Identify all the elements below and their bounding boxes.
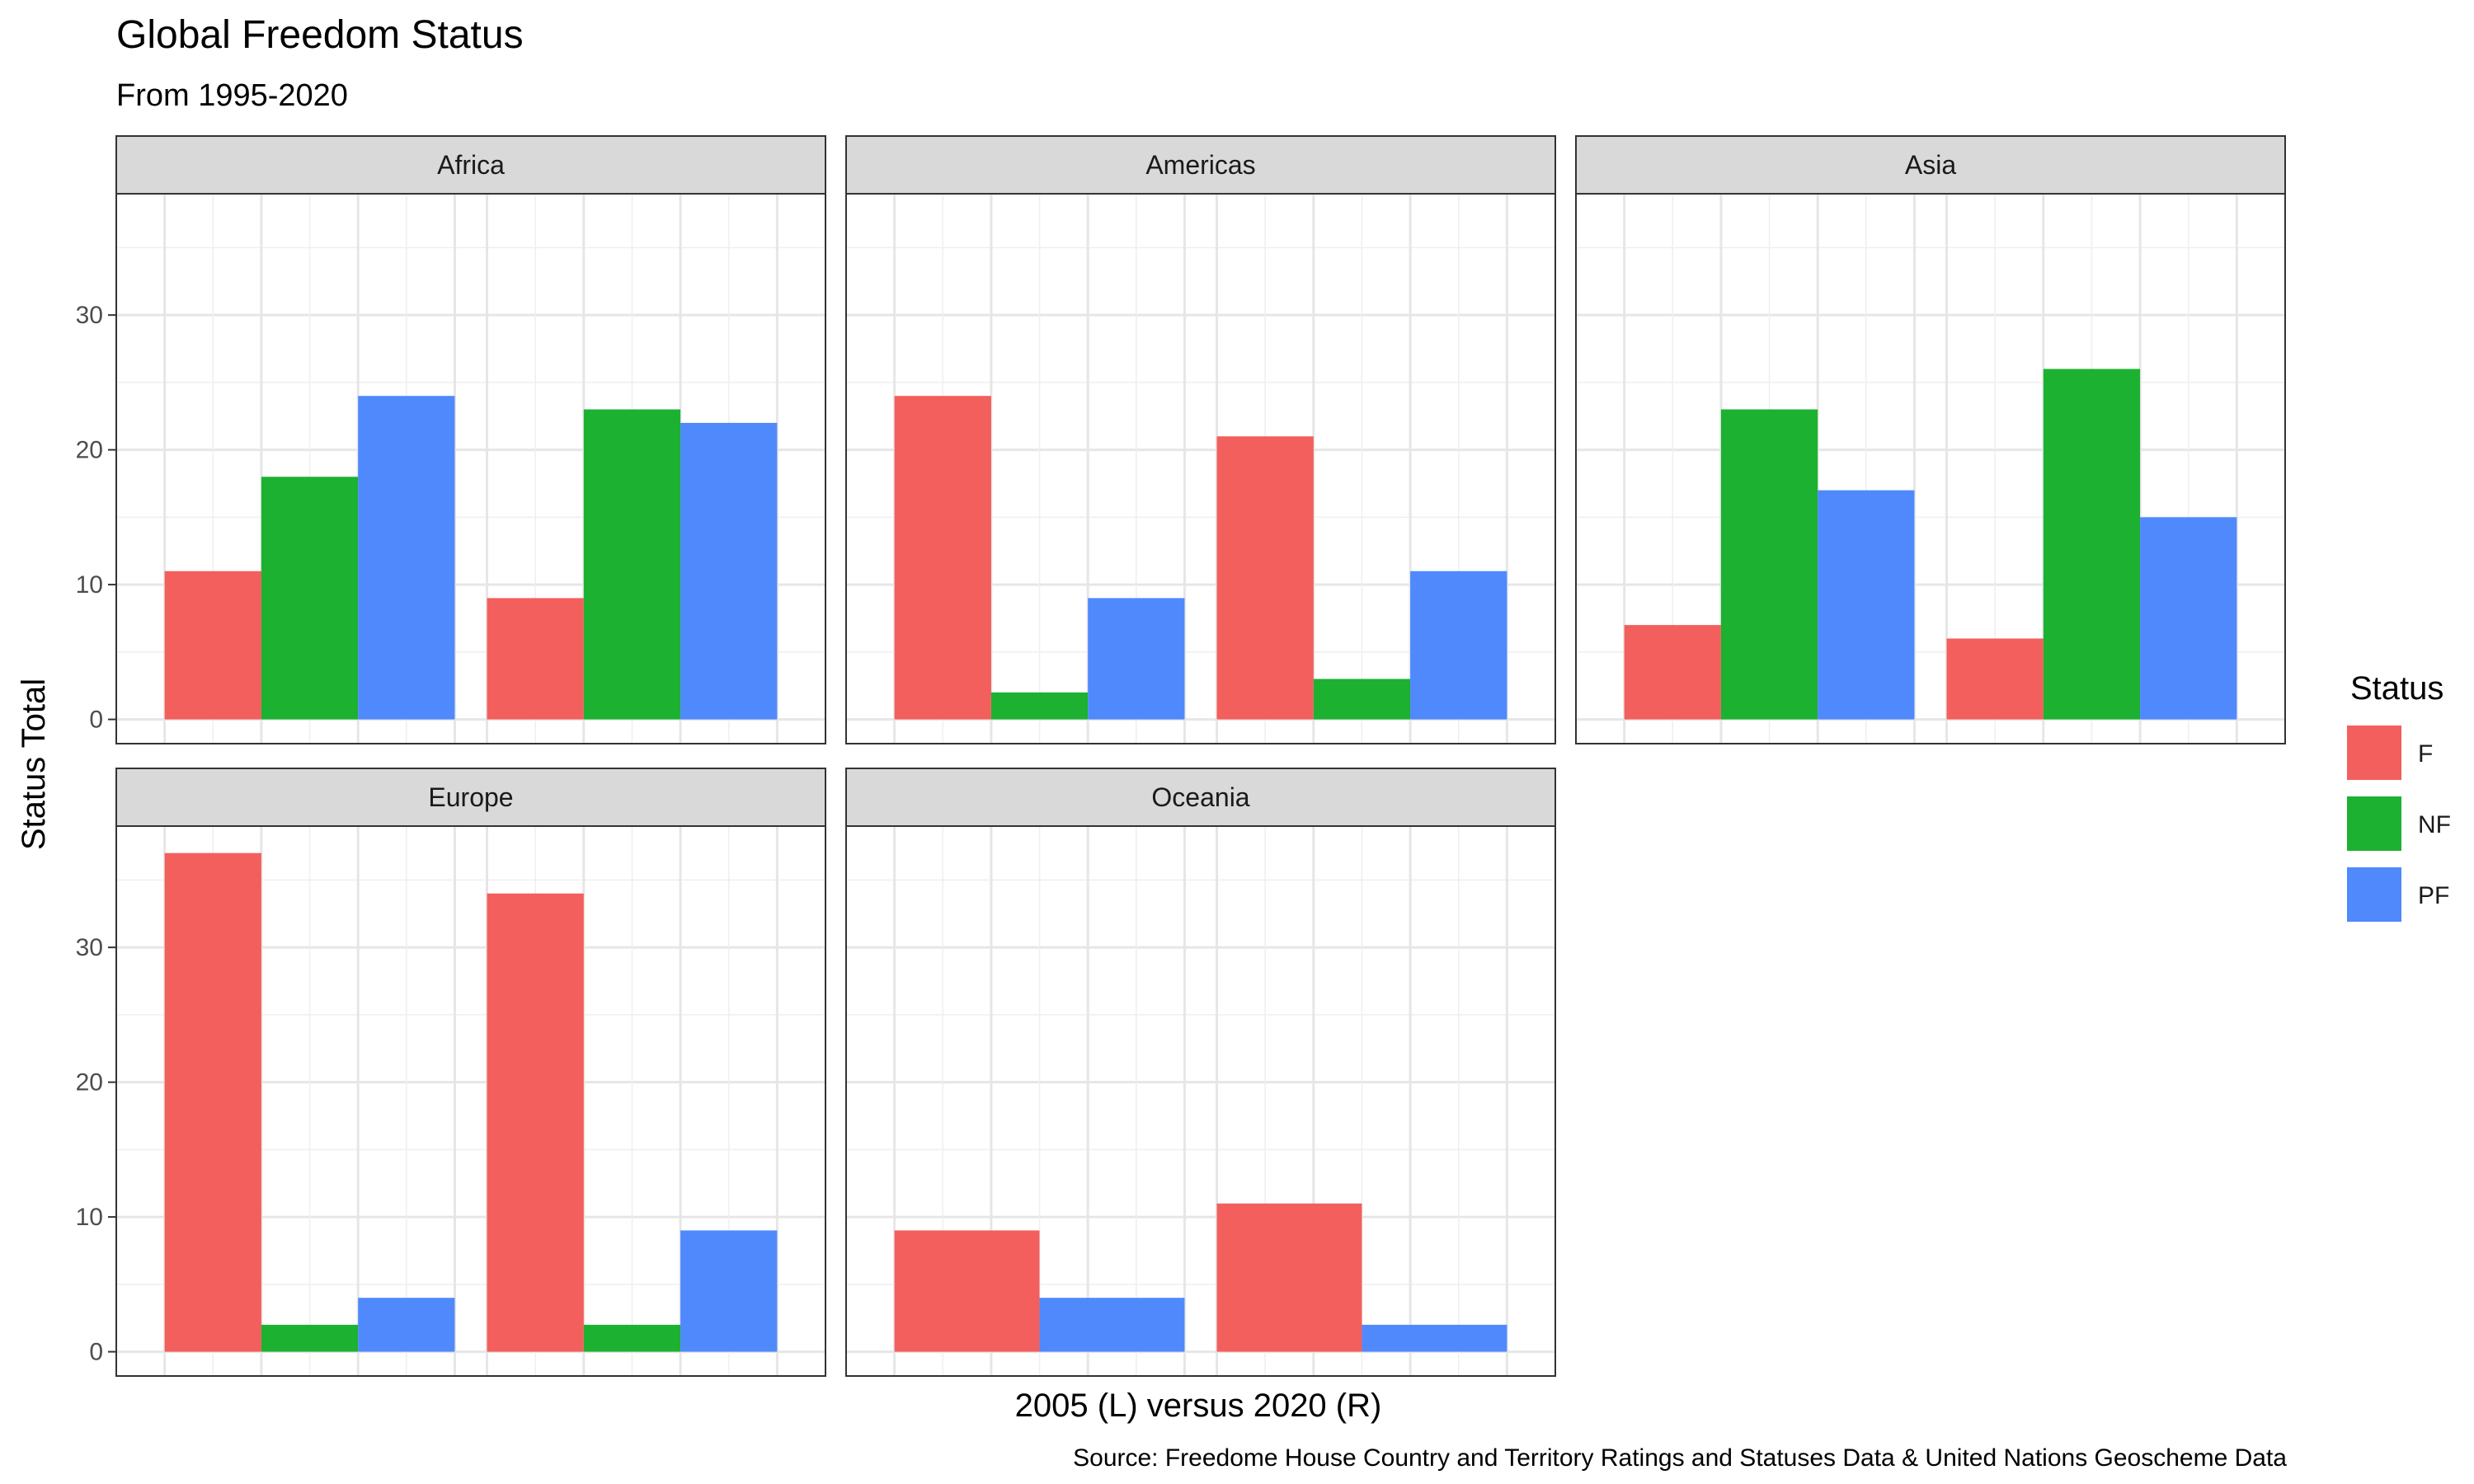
bar-asia-2020-f	[1946, 638, 2044, 720]
bars	[894, 1203, 1507, 1352]
legend-items: F NF PF	[2347, 726, 2451, 922]
facet-strip	[845, 135, 1556, 195]
bar-oceania-2020-f	[1216, 1203, 1362, 1352]
bar-africa-2020-f	[487, 598, 584, 720]
bar-asia-2020-pf	[2140, 517, 2237, 720]
facet-label-asia: Asia	[1905, 150, 1956, 180]
y-tick-label: 10	[76, 571, 103, 599]
bars	[164, 852, 778, 1352]
facet-strip	[1575, 135, 2286, 195]
y-axis-title: Status Total	[16, 679, 52, 850]
bar-oceania-2005-pf	[1039, 1298, 1185, 1352]
panel-border	[1575, 193, 2286, 744]
y-axis: 0 10 20 30	[76, 302, 116, 734]
bar-europe-2020-pf	[680, 1230, 778, 1352]
panel-border	[845, 193, 1556, 744]
legend-key-nf	[2347, 796, 2401, 851]
chart-title: Global Freedom Status	[116, 13, 524, 57]
legend-key-pf	[2347, 867, 2401, 922]
panel-border	[115, 825, 826, 1377]
facet-label-europe: Europe	[428, 782, 513, 812]
bar-asia-2005-pf	[1818, 490, 1915, 720]
bar-europe-2005-pf	[358, 1298, 455, 1352]
y-tick-label: 30	[76, 934, 103, 961]
legend-key-f	[2347, 726, 2401, 780]
y-tick-label: 0	[89, 1339, 103, 1366]
bar-oceania-2005-f	[894, 1230, 1040, 1352]
y-tick-label: 20	[76, 437, 103, 464]
bars	[164, 396, 778, 720]
legend-label-pf: PF	[2418, 882, 2449, 909]
bar-africa-2020-pf	[680, 422, 778, 720]
facet-oceania: Oceania	[845, 768, 1556, 1377]
bar-europe-2020-f	[487, 893, 584, 1352]
y-tick-label: 30	[76, 302, 103, 329]
bar-americas-2020-f	[1216, 436, 1314, 720]
bar-asia-2020-nf	[2043, 369, 2141, 720]
facet-strip	[115, 768, 826, 827]
facet-label-africa: Africa	[437, 150, 505, 180]
bars	[1624, 369, 2237, 720]
bar-asia-2005-nf	[1720, 409, 1818, 720]
y-tick-label: 10	[76, 1204, 103, 1231]
facet-label-americas: Americas	[1145, 150, 1255, 180]
bar-europe-2005-f	[164, 852, 261, 1352]
facet-strip	[845, 768, 1556, 827]
y-tick-label: 0	[89, 707, 103, 734]
bar-americas-2020-pf	[1410, 571, 1507, 720]
bar-africa-2005-pf	[358, 396, 455, 720]
facet-label-oceania: Oceania	[1151, 782, 1249, 812]
bar-africa-2020-nf	[583, 409, 681, 720]
bar-africa-2005-f	[164, 571, 261, 720]
panel-border	[845, 825, 1556, 1377]
y-axis: 0 10 20 30	[76, 934, 116, 1366]
x-axis-title: 2005 (L) versus 2020 (R)	[1015, 1388, 1382, 1424]
chart-subtitle: From 1995-2020	[116, 78, 348, 113]
facet-americas: Americas	[845, 135, 1556, 744]
facet-strip	[115, 135, 826, 195]
bar-americas-2005-pf	[1088, 598, 1185, 720]
y-tick-label: 20	[76, 1069, 103, 1097]
legend-title: Status	[2350, 670, 2443, 707]
panel-border	[115, 193, 826, 744]
bar-africa-2005-nf	[261, 477, 359, 720]
bar-americas-2020-nf	[1313, 679, 1411, 720]
facet-africa: Africa 0 10 20 30	[76, 135, 826, 744]
legend-label-f: F	[2418, 740, 2433, 768]
bar-americas-2005-f	[894, 396, 991, 720]
facet-europe: Europe 0 10 20 30	[76, 768, 826, 1377]
legend: Status F NF PF	[2347, 670, 2451, 922]
bar-europe-2020-nf	[583, 1324, 681, 1352]
caption: Source: Freedome House Country and Terri…	[1073, 1444, 2287, 1472]
bar-oceania-2020-pf	[1362, 1324, 1507, 1352]
facet-asia: Asia	[1575, 135, 2286, 744]
facet-panels: Africa 0 10 20 30 Americas Asia Europe 0 10 20 30 Oc…	[76, 135, 2286, 1377]
bar-europe-2005-nf	[261, 1324, 359, 1352]
bar-americas-2005-nf	[990, 692, 1089, 720]
bars	[894, 396, 1507, 720]
legend-label-nf: NF	[2418, 811, 2451, 838]
bar-asia-2005-f	[1624, 625, 1721, 720]
